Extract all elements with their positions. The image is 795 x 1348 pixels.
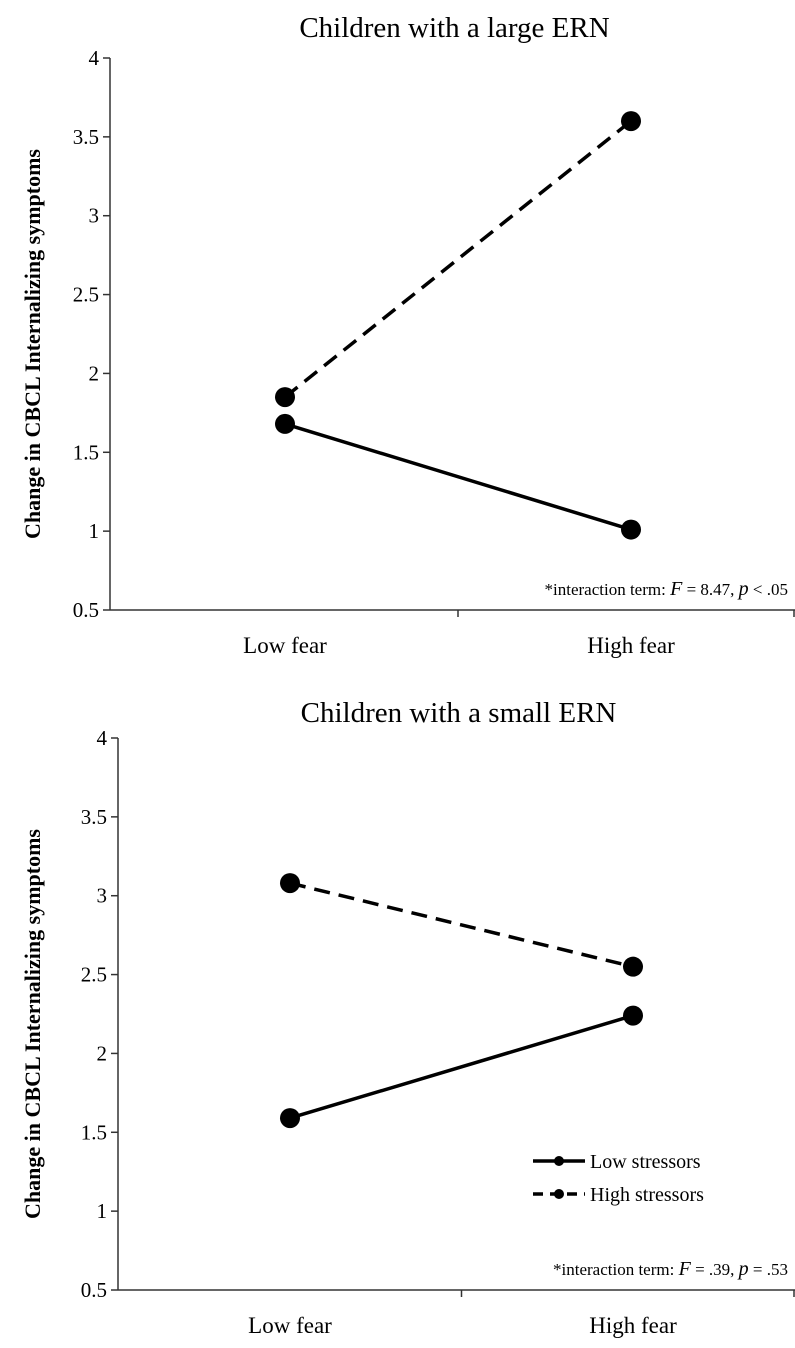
y-tick-label: 3.5 — [81, 805, 107, 829]
data-point-high-stressors-low-fear — [275, 387, 295, 408]
data-point-low-stressors-low-fear — [280, 1108, 300, 1129]
y-tick-label: 1 — [97, 1199, 108, 1223]
legend-marker — [554, 1156, 564, 1166]
y-tick-label: 1.5 — [81, 1120, 107, 1144]
y-tick-label: 2.5 — [73, 283, 99, 307]
annotation-part: p — [737, 578, 749, 600]
series-line-low-stressors — [289, 1013, 634, 1120]
y-tick-label: 3 — [89, 204, 100, 228]
series-line-low-stressors — [284, 422, 632, 532]
x-category-label: Low fear — [243, 633, 327, 658]
annotation-part: p — [737, 1258, 749, 1280]
interaction-annotation: *interaction term: F = 8.47, p < .05 — [545, 578, 788, 600]
y-tick-label: 2 — [89, 361, 100, 385]
chart-title: Children with a small ERN — [301, 697, 617, 729]
y-tick-label: 1.5 — [73, 440, 99, 464]
y-tick-label: 3.5 — [73, 125, 99, 149]
data-point-high-stressors-high-fear — [621, 111, 641, 132]
legend: Low stressors High stressors — [533, 1151, 704, 1206]
chart-panel-2: Children with a small ERN 0.5 1 1.5 2 2.5 3 3.5… — [20, 697, 795, 1338]
data-point-high-stressors-high-fear — [623, 956, 643, 977]
y-tick-label: 2.5 — [81, 963, 107, 987]
data-point-high-stressors-low-fear — [280, 873, 300, 894]
y-tick-label: 4 — [97, 726, 108, 750]
y-tick-label: 0.5 — [81, 1278, 107, 1302]
annotation-part: = .53 — [749, 1260, 788, 1279]
legend-label: Low stressors — [590, 1151, 701, 1173]
chart-panel-1: Children with a large ERN 0.5 1 1.5 2 2.5 3 3.5… — [20, 12, 795, 658]
x-category-label: High fear — [589, 1313, 677, 1338]
y-tick-label: 3 — [97, 884, 108, 908]
y-axis-label: Change in CBCL Internalizing symptoms — [20, 149, 45, 539]
annotation-part: = 8.47, — [682, 580, 738, 599]
interaction-annotation: *interaction term: F = .39, p = .53 — [553, 1258, 788, 1280]
y-axis-label: Change in CBCL Internalizing symptoms — [20, 829, 45, 1219]
series-line-high-stressors — [283, 119, 633, 399]
annotation-part: < .05 — [749, 580, 788, 599]
y-tick-label: 0.5 — [73, 598, 99, 622]
annotation-part: F — [678, 1258, 692, 1280]
data-point-low-stressors-low-fear — [275, 413, 295, 434]
data-point-low-stressors-high-fear — [623, 1005, 643, 1026]
legend-label: High stressors — [590, 1184, 704, 1206]
annotation-part: *interaction term: — [553, 1260, 679, 1279]
y-tick-label: 4 — [89, 46, 100, 70]
annotation-part: = .39, — [691, 1260, 739, 1279]
annotation-part: *interaction term: — [545, 580, 671, 599]
data-point-low-stressors-high-fear — [621, 519, 641, 540]
series-line-high-stressors — [289, 881, 634, 969]
y-tick-label: 2 — [97, 1041, 108, 1065]
legend-marker — [554, 1189, 564, 1199]
x-category-label: High fear — [587, 633, 675, 658]
y-tick-label: 1 — [89, 519, 100, 543]
x-category-label: Low fear — [248, 1313, 332, 1338]
chart-title: Children with a large ERN — [299, 12, 609, 44]
annotation-part: F — [669, 578, 683, 600]
